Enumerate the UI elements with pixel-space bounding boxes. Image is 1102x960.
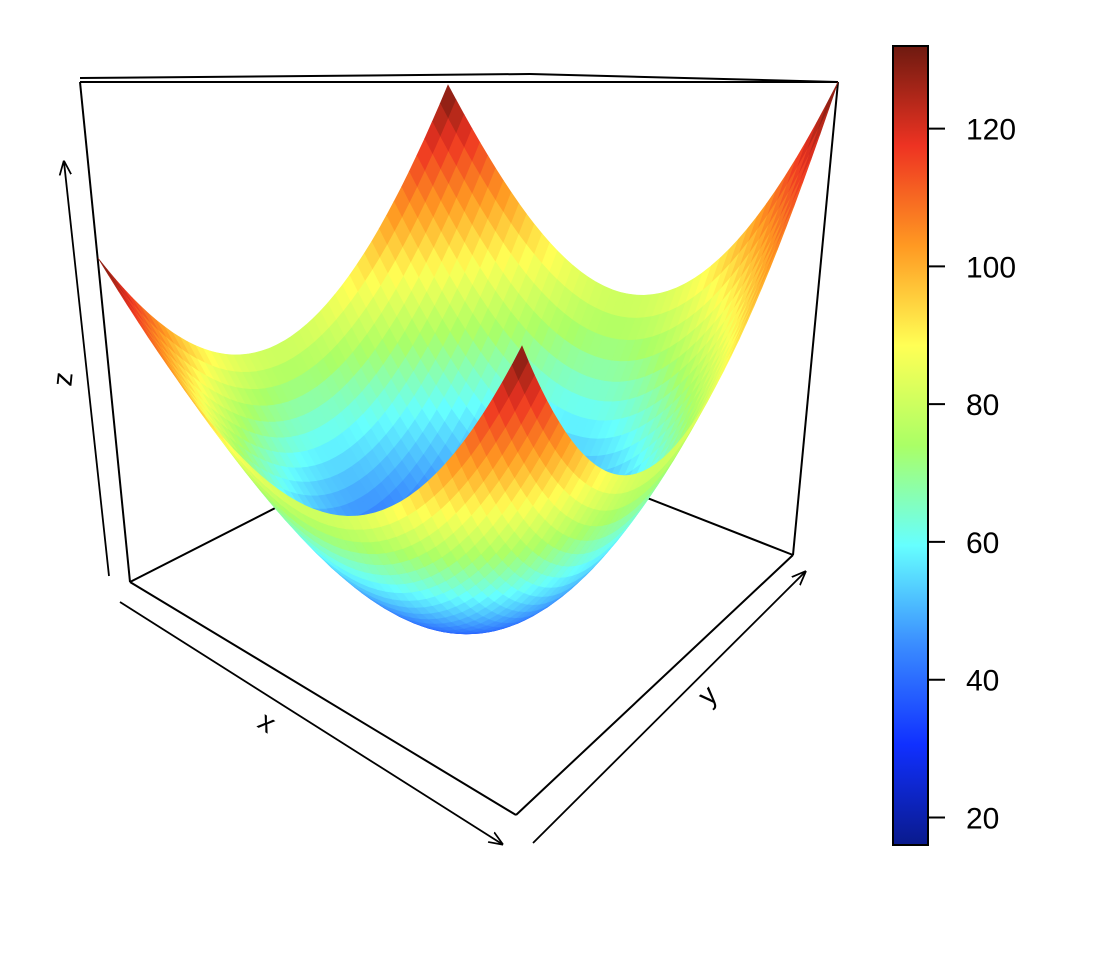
- surface-facet: [511, 345, 529, 381]
- x-axis-label: x: [253, 705, 282, 739]
- x-axis-arrow: [119, 601, 502, 844]
- box-edge: [529, 73, 839, 83]
- colorbar-tick-label: 120: [966, 114, 1016, 147]
- colorbar-tick-label: 100: [966, 251, 1016, 284]
- colorbar-ticks: 20 40 60 80 100 120: [928, 114, 1016, 835]
- colorbar-tick-label: 60: [966, 527, 999, 560]
- box-front-edges: [129, 554, 794, 816]
- z-axis-arrow: [64, 162, 110, 577]
- colorbar-tick-label: 40: [966, 665, 999, 698]
- surface-mesh: [97, 81, 839, 635]
- z-axis-label: z: [46, 370, 78, 387]
- y-axis-label: y: [692, 679, 724, 711]
- axis-arrows: [64, 162, 805, 844]
- surface-facet: [114, 278, 134, 306]
- box-edge: [792, 81, 839, 556]
- y-axis-arrow: [532, 572, 805, 844]
- box-edge: [515, 554, 794, 816]
- box-edge: [79, 73, 531, 79]
- colorbar: 20 40 60 80 100 120: [892, 45, 1016, 846]
- colorbar-tick-label: 80: [966, 389, 999, 422]
- box-edge: [79, 81, 131, 583]
- colorbar-fill: [893, 46, 928, 845]
- colorbar-frame: [892, 45, 929, 846]
- box-edge: [129, 581, 517, 816]
- colorbar-tick-label: 20: [966, 802, 999, 835]
